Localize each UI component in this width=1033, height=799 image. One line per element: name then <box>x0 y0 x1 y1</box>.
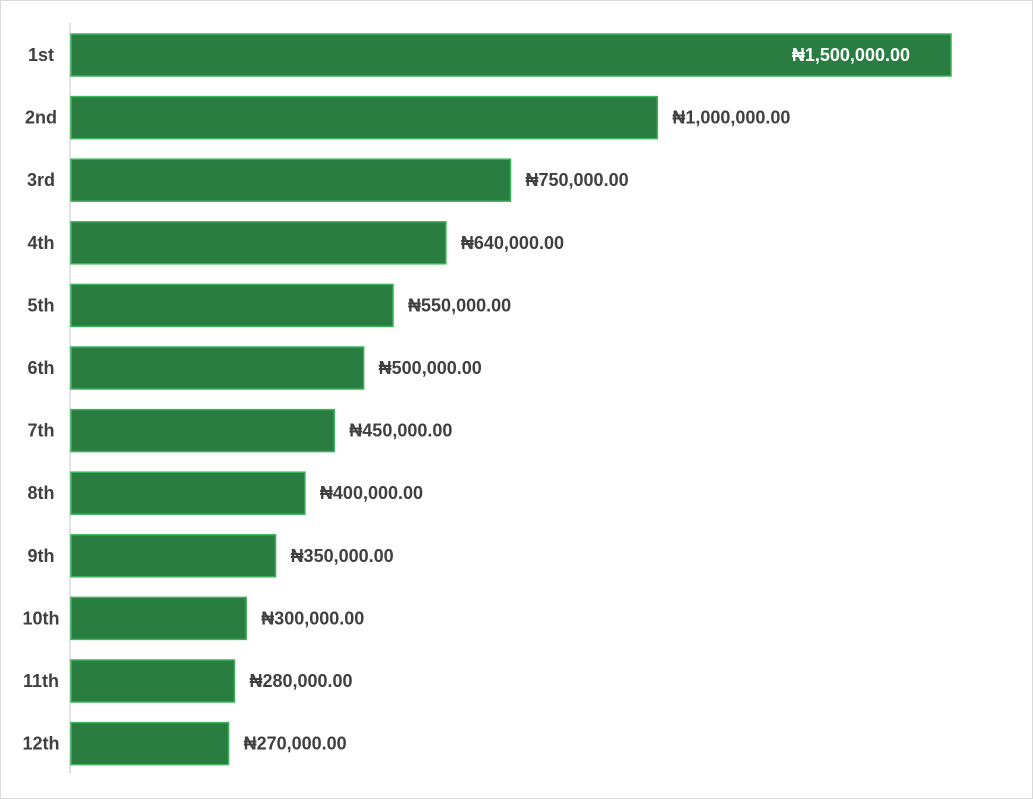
data-label: ₦500,000.00 <box>379 358 482 378</box>
category-label: 3rd <box>27 170 55 190</box>
data-label: ₦1,000,000.00 <box>672 108 790 128</box>
data-label: ₦450,000.00 <box>349 421 452 441</box>
category-label: 9th <box>28 546 55 566</box>
bar-3rd <box>70 158 512 202</box>
bar-12th <box>70 721 230 766</box>
bar-1st <box>70 33 952 77</box>
category-label: 6th <box>28 358 55 378</box>
bar-8th <box>70 471 306 515</box>
category-label: 10th <box>22 608 59 628</box>
value-labels: ₦1,500,000.00 ₦1,000,000.00 ₦750,000.00 ₦64… <box>244 45 910 754</box>
category-label: 2nd <box>25 108 57 128</box>
data-label: ₦300,000.00 <box>261 608 364 628</box>
data-label: ₦270,000.00 <box>244 734 347 754</box>
category-label: 7th <box>28 421 55 441</box>
bar-10th <box>70 596 247 641</box>
category-label: 11th <box>23 671 59 691</box>
data-label: ₦1,500,000.00 <box>792 45 910 65</box>
bar-5th <box>70 283 394 328</box>
category-label: 1st <box>28 45 54 65</box>
category-label: 4th <box>28 233 55 253</box>
bar-2nd <box>70 95 659 140</box>
bar-11th <box>70 659 236 703</box>
data-label: ₦640,000.00 <box>461 233 564 253</box>
bar-9th <box>70 534 277 578</box>
bar-4th <box>70 221 447 265</box>
category-label: 5th <box>28 295 55 315</box>
data-label: ₦550,000.00 <box>408 295 511 315</box>
category-labels: 1st 2nd 3rd 4th 5th 6th 7th 8th 9th 10th 11th 12th <box>22 45 59 754</box>
data-label: ₦750,000.00 <box>526 170 629 190</box>
data-label: ₦350,000.00 <box>291 546 394 566</box>
bars-group <box>70 33 952 766</box>
category-label: 12th <box>22 734 59 754</box>
bar-7th <box>70 408 336 453</box>
data-label: ₦400,000.00 <box>320 483 423 503</box>
data-label: ₦280,000.00 <box>249 671 352 691</box>
category-label: 8th <box>28 483 55 503</box>
bar-6th <box>70 346 365 390</box>
